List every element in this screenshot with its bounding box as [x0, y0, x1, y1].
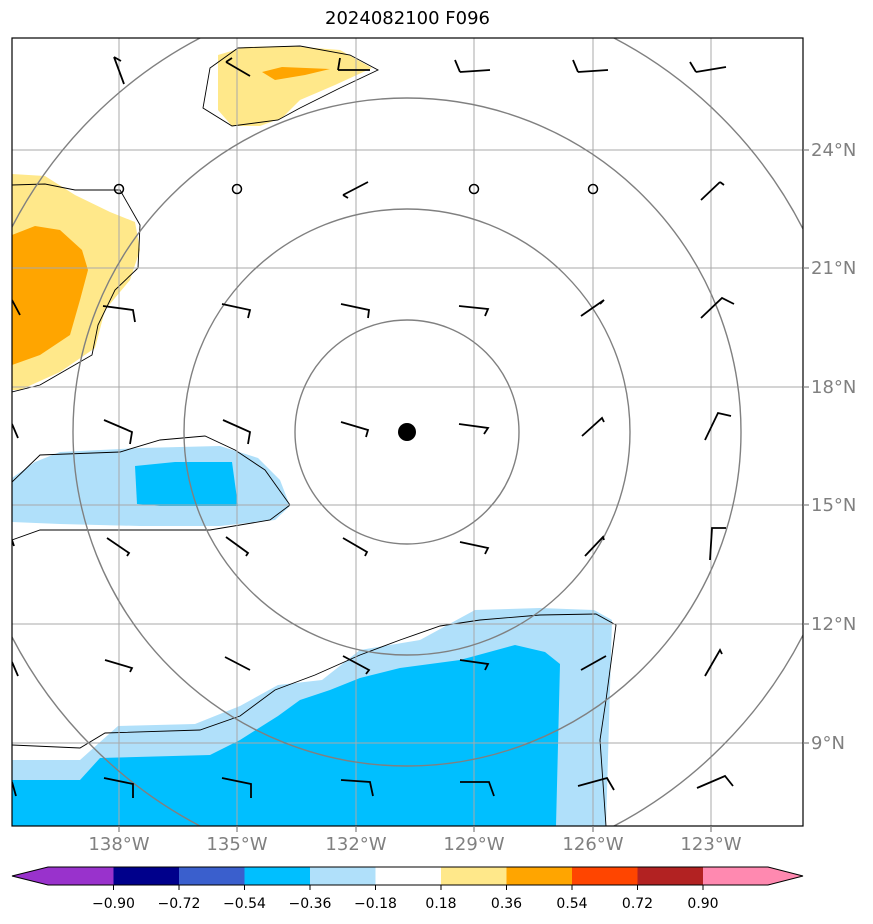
- colorbar-seg-10: [637, 867, 703, 885]
- strong-positive-region-north: [262, 67, 330, 80]
- lat-label-21n: 21°N: [811, 258, 856, 279]
- range-ring-3: [72, 97, 742, 767]
- colorbar-tick-label: 0.36: [491, 896, 522, 912]
- lon-label-126w: 126°W: [562, 834, 623, 855]
- range-ring-2: [183, 208, 631, 656]
- lat-label-12n: 12°N: [811, 614, 856, 635]
- strong-positive-region-west: [12, 226, 88, 365]
- colorbar-outline: [11, 866, 804, 886]
- colorbar-seg-9: [572, 867, 638, 885]
- lat-label-24n: 24°N: [811, 140, 856, 161]
- anomaly-fields: [12, 46, 612, 826]
- wind-barbs: [12, 56, 735, 798]
- lat-label-15n: 15°N: [811, 495, 856, 516]
- positive-region-north: [218, 46, 372, 126]
- colorbar-tick-label: 0.54: [556, 896, 587, 912]
- colorbar-under-triangle: [12, 867, 48, 885]
- lon-label-138w: 138°W: [88, 834, 149, 855]
- lon-label-135w: 135°W: [206, 834, 267, 855]
- colorbar: −0.90 −0.72 −0.54 −0.36 −0.18 0.18 0.36 …: [11, 866, 804, 912]
- map-title: 2024082100 F096: [325, 8, 490, 29]
- colorbar-seg-2: [113, 867, 179, 885]
- colorbar-seg-3: [179, 867, 245, 885]
- colorbar-tick-label: 0.72: [622, 896, 653, 912]
- colorbar-seg-11: [703, 867, 768, 885]
- colorbar-seg-7: [441, 867, 507, 885]
- lon-label-123w: 123°W: [680, 834, 741, 855]
- colorbar-over-triangle: [768, 867, 803, 885]
- map-frame: [11, 37, 804, 827]
- storm-center-dot: [398, 423, 416, 441]
- graticule: [12, 38, 803, 826]
- lat-label-9n: 9°N: [811, 733, 845, 754]
- colorbar-seg-1: [48, 867, 114, 885]
- strong-negative-region-mid: [135, 462, 238, 506]
- colorbar-tick-label: 0.90: [687, 896, 718, 912]
- colorbar-seg-4: [244, 867, 310, 885]
- range-ring-1: [294, 319, 520, 545]
- colorbar-seg-8: [506, 867, 572, 885]
- colorbar-tick-label: −0.18: [354, 896, 397, 912]
- colorbar-tick-label: −0.90: [92, 896, 135, 912]
- lat-label-18n: 18°N: [811, 377, 856, 398]
- range-rings: [12, 38, 803, 826]
- colorbar-tick-label: −0.72: [158, 896, 201, 912]
- colorbar-seg-5: [310, 867, 376, 885]
- strong-negative-region-south: [12, 645, 560, 826]
- lon-label-132w: 132°W: [325, 834, 386, 855]
- colorbar-tick-label: −0.54: [223, 896, 266, 912]
- colorbar-tick-label: 0.18: [425, 896, 456, 912]
- colorbar-seg-6: [375, 867, 441, 885]
- lon-label-129w: 129°W: [443, 834, 504, 855]
- colorbar-tick-label: −0.36: [289, 896, 332, 912]
